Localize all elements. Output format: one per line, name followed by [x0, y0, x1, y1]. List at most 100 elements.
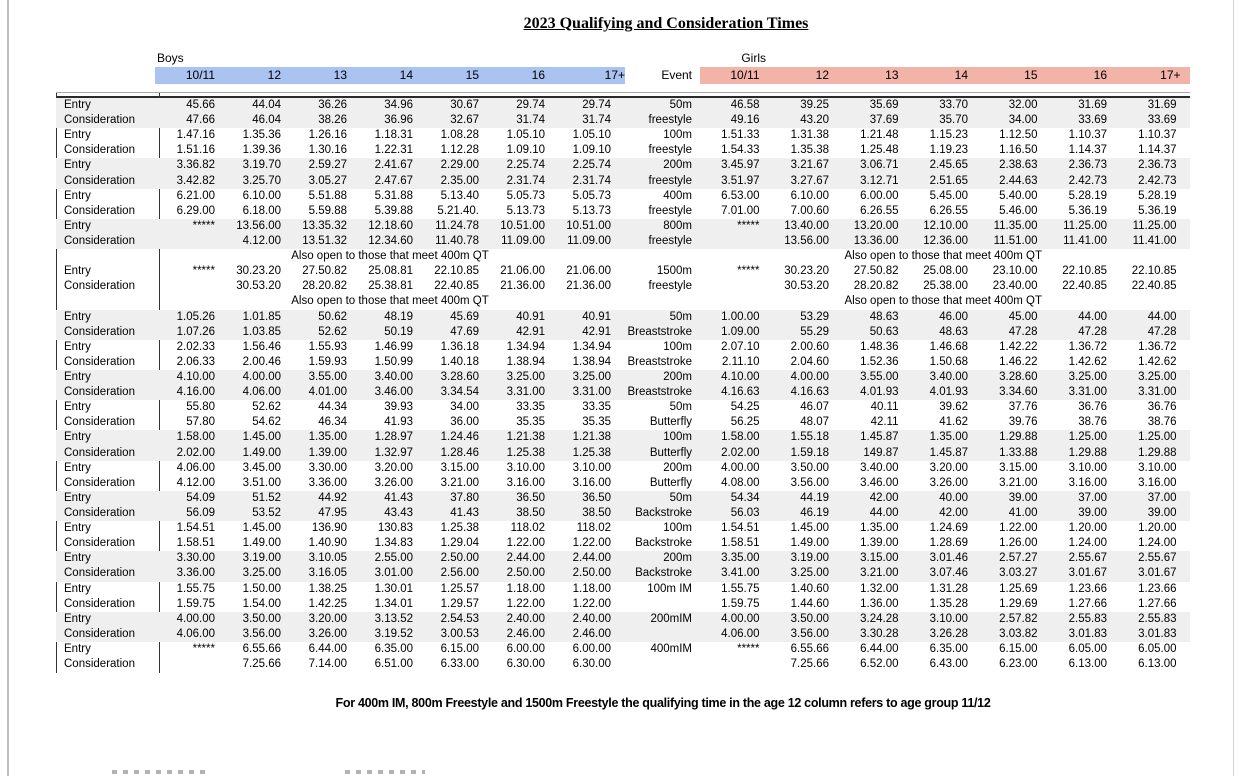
- page-title: 2023 Qualifying and Consideration Times: [523, 15, 809, 32]
- boys-time-cell: [159, 279, 225, 294]
- event-cell: Butterfly: [649, 416, 692, 429]
- girls-time-cell: [700, 657, 770, 672]
- boys-time-cell: 2.29.00: [440, 159, 479, 172]
- boys-time-cell: 10.51.00: [566, 219, 611, 232]
- girls-time-cell: 33.69: [1147, 114, 1177, 127]
- girls-time-cell: 4.10.00: [721, 370, 760, 383]
- row-label: Consideration: [64, 386, 135, 399]
- boys-time-cell: 3.05.27: [308, 174, 347, 187]
- boys-time-cell: 2.31.74: [572, 174, 611, 187]
- boys-time-cell: 3.20.00: [374, 461, 413, 474]
- table-row: Entry 4.10.00 4.00.00 3.55.00 3.40.00 3.28.60…: [56, 369, 1190, 386]
- boys-time-cell: 41.43: [384, 491, 413, 504]
- girls-time-cell: 1.59.75: [721, 597, 760, 610]
- girls-time-cell: 4.00.00: [790, 370, 829, 383]
- girls-time-cell: 2.42.73: [1138, 174, 1177, 187]
- boys-time-cell: 1.08.28: [440, 129, 479, 142]
- boys-time-cell: 5.13.73: [506, 204, 545, 217]
- clipped-text-fragment: [345, 770, 425, 774]
- girls-time-cell: 1.45.00: [790, 522, 829, 535]
- girls-time-cell: 3.21.00: [999, 476, 1038, 489]
- girls-time-cell: 22.40.85: [1131, 280, 1177, 293]
- table-row: Consideration 30.53.20 28.20.82 25.38.81 22.…: [56, 279, 1190, 294]
- boys-time-cell: 35.35: [582, 416, 611, 429]
- table-row: Consideration 1.07.26 1.03.85 52.62 50.19 47.…: [56, 324, 1190, 340]
- girls-time-cell: 44.00: [869, 506, 899, 519]
- girls-time-cell: 2.02.00: [721, 446, 760, 459]
- girls-time-cell: 3.25.00: [1068, 370, 1107, 383]
- girls-time-cell: 2.36.73: [1138, 159, 1177, 172]
- boys-time-cell: 40.91: [516, 310, 545, 323]
- table-row: Entry 4.06.00 3.45.00 3.30.00 3.20.00 3.15.00…: [56, 461, 1190, 476]
- girls-time-cell: 1.49.00: [790, 537, 829, 550]
- girls-time-cell: 32.00: [1008, 99, 1038, 111]
- girls-time-cell: 1.26.00: [999, 537, 1038, 550]
- girls-time-cell: 5.45.00: [929, 189, 968, 202]
- row-label: Entry: [64, 552, 91, 565]
- girls-time-cell: 1.36.00: [860, 597, 899, 610]
- boys-time-cell: 1.45.00: [242, 431, 281, 444]
- boys-time-cell: 31.74: [582, 114, 611, 127]
- boys-time-cell: 1.25.38: [440, 522, 479, 535]
- spacer: [56, 294, 159, 309]
- boys-time-cell: 1.05.26: [176, 310, 215, 323]
- boys-time-cell: 21.06.00: [500, 265, 545, 278]
- boys-time-cell: 2.35.00: [440, 174, 479, 187]
- boys-time-cell: 1.34.01: [374, 597, 413, 610]
- boys-time-cell: 2.02.00: [176, 446, 215, 459]
- boys-time-cell: 3.55.00: [308, 370, 347, 383]
- girls-time-cell: 3.30.28: [860, 627, 899, 640]
- girls-time-cell: 1.14.37: [1068, 144, 1107, 157]
- also-open-note-row: Also open to those that meet 400m QT Also…: [56, 249, 1190, 264]
- girls-time-cell: 37.00: [1147, 491, 1177, 504]
- table-row: Consideration 6.29.00 6.18.00 5.59.88 5.39.8…: [56, 204, 1190, 219]
- girls-time-cell: 1.24.69: [929, 522, 968, 535]
- girls-time-cell: 6.05.00: [1138, 642, 1177, 655]
- table-row: Entry 4.00.00 3.50.00 3.20.00 3.13.52 2.54.53…: [56, 611, 1190, 627]
- table-row: Entry ***** 6.55.66 6.44.00 6.35.00 6.15.00 6.…: [56, 642, 1190, 657]
- girls-time-cell: 1.24.00: [1138, 537, 1177, 550]
- girls-time-cell: 48.07: [800, 416, 829, 429]
- boys-time-cell: 3.26.00: [374, 476, 413, 489]
- girls-time-cell: 13.20.00: [853, 219, 899, 232]
- girls-time-cell: 11.25.00: [1132, 219, 1177, 232]
- girls-time-cell: 3.40.00: [929, 370, 968, 383]
- girls-time-cell: 3.28.60: [999, 370, 1038, 383]
- girls-time-cell: 3.55.00: [860, 370, 899, 383]
- girls-time-cell: 43.20: [800, 114, 829, 127]
- row-label: Entry: [64, 340, 91, 353]
- girls-time-cell: 41.00: [1008, 506, 1038, 519]
- boys-time-cell: 13.51.32: [302, 234, 347, 247]
- boys-time-cell: 1.01.85: [242, 310, 281, 323]
- girls-time-cell: 40.11: [870, 401, 899, 414]
- row-label: Entry: [64, 491, 91, 504]
- girls-time-cell: 1.46.22: [999, 355, 1038, 368]
- table-row: Consideration 1.59.75 1.54.00 1.42.25 1.34.0…: [56, 597, 1190, 612]
- table-row: Consideration 4.06.00 3.56.00 3.26.00 3.19.5…: [56, 626, 1190, 642]
- girls-time-cell: 12.10.00: [923, 219, 968, 232]
- girls-time-cell: 1.00.00: [721, 310, 760, 323]
- age-header-cell: 13: [333, 68, 347, 82]
- table-row: Consideration 56.09 53.52 47.95 43.43 41.43 38…: [56, 505, 1190, 522]
- boys-time-cell: 1.18.00: [506, 582, 545, 595]
- girls-time-cell: 2.44.63: [999, 174, 1038, 187]
- age-header-cell: 10/11: [730, 68, 760, 82]
- table-row: Consideration 47.66 46.04 38.26 36.96 32.67 31…: [56, 113, 1190, 129]
- boys-time-cell: 4.10.00: [176, 370, 215, 383]
- table-row: Entry 3.36.82 3.19.70 2.59.27 2.41.67 2.29.00…: [56, 158, 1190, 174]
- girls-time-cell: 12.36.00: [923, 234, 968, 247]
- row-label: Consideration: [64, 506, 135, 519]
- girls-time-cell: 37.76: [1008, 401, 1038, 414]
- girls-time-cell: 2.11.10: [721, 355, 760, 368]
- boys-time-cell: 3.25.00: [242, 567, 281, 580]
- girls-time-cell: 2.57.82: [999, 612, 1038, 625]
- girls-time-cell: 1.48.36: [860, 340, 899, 353]
- boys-time-cell: 47.69: [450, 325, 479, 338]
- table-row: Consideration 3.36.00 3.25.00 3.16.05 3.01.0…: [56, 566, 1190, 582]
- girls-time-cell: 3.10.00: [1138, 461, 1177, 474]
- boys-time-cell: 2.46.00: [506, 627, 545, 640]
- girls-time-cell: 22.10.85: [1131, 265, 1177, 278]
- boys-time-cell: 2.55.00: [374, 552, 413, 565]
- girls-time-cell: 55.29: [800, 325, 829, 338]
- boys-time-cell: 44.92: [318, 491, 347, 504]
